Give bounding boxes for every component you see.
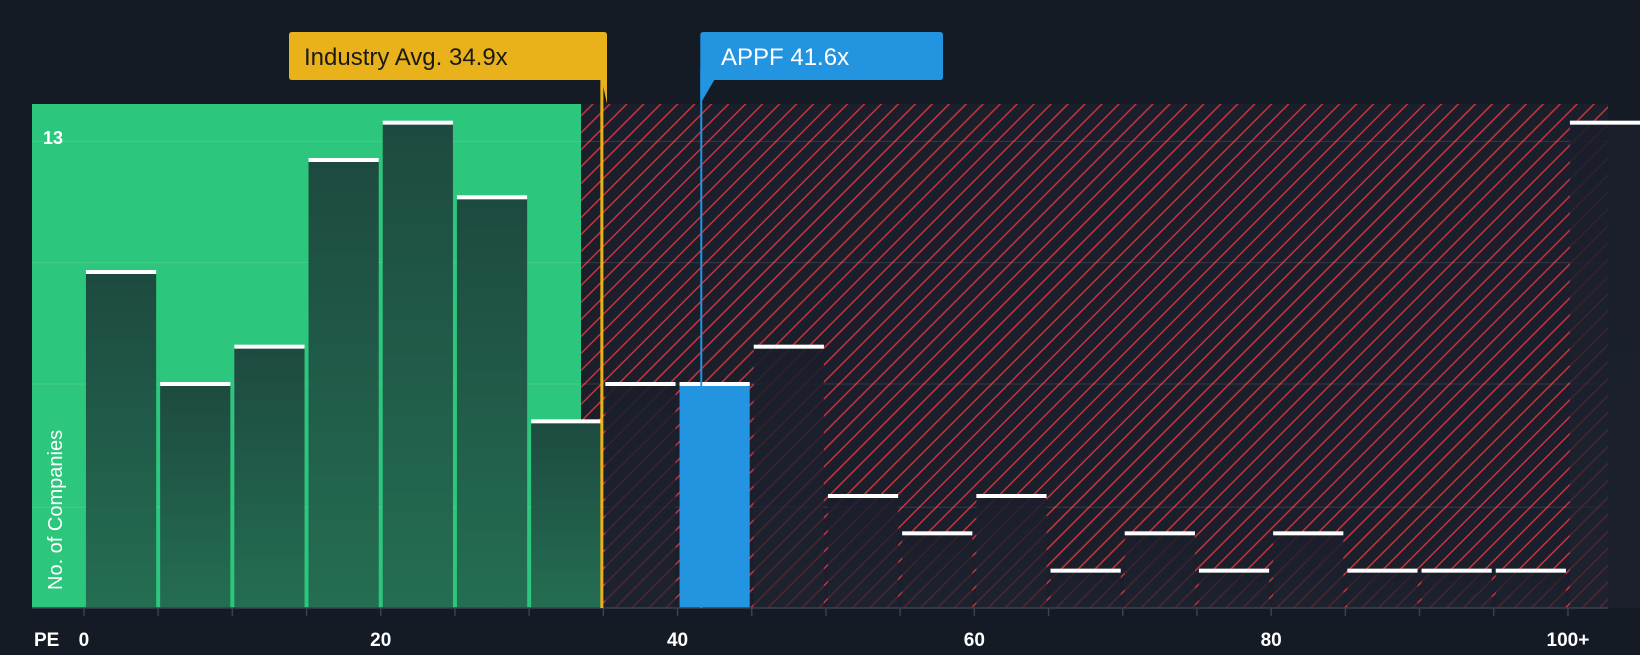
histogram-bar [308, 160, 379, 608]
bar-cap [308, 158, 379, 162]
histogram-bar [1124, 533, 1195, 608]
histogram-bar [531, 421, 602, 608]
histogram-bar [1495, 570, 1566, 608]
bar-cap [827, 494, 899, 498]
company-label: APPF 41.6x [721, 44, 849, 71]
histogram-bar [1347, 570, 1418, 608]
industry-avg-marker: Industry Avg. 34.9x [289, 32, 607, 608]
bars [85, 122, 1640, 609]
bar-cap [753, 344, 824, 349]
histogram-bar [85, 272, 157, 608]
x-ticks: 0 20 40 60 80 100+ [79, 608, 1590, 651]
histogram-bar [234, 346, 305, 608]
bar-cap [85, 270, 157, 274]
y-max-label: 13 [43, 128, 63, 148]
bar-cap [1347, 568, 1418, 573]
histogram-bar [679, 384, 750, 608]
histogram-bar [753, 346, 824, 608]
company-callout [700, 32, 943, 104]
bar-caps [85, 120, 1640, 573]
bar-cap [1569, 120, 1640, 125]
bar-cap [902, 531, 973, 536]
bar-cap [1050, 568, 1121, 573]
bar-cap [976, 494, 1047, 498]
x-axis-label: PE [34, 630, 59, 650]
histogram-bar [605, 384, 676, 608]
industry-avg-label: Industry Avg. 34.9x [304, 44, 508, 71]
histogram-bar [1050, 570, 1121, 608]
bar-cap [605, 382, 676, 386]
bar-cap [1495, 568, 1566, 573]
x-tick-label: 40 [667, 630, 688, 650]
histogram-bar [1198, 570, 1270, 608]
bar-cap [160, 382, 231, 386]
industry-avg-callout [289, 32, 607, 104]
bar-cap [1421, 568, 1492, 573]
x-tick-label: 60 [964, 630, 985, 650]
x-tick-label: 80 [1261, 630, 1282, 650]
histogram-bar [976, 496, 1047, 608]
histogram-bar [902, 533, 973, 608]
x-tick-label: 20 [370, 630, 391, 650]
histogram-bar [456, 197, 528, 609]
histogram-bar [827, 496, 899, 608]
y-axis-label: No. of Companies [45, 430, 67, 590]
bar-cap [1198, 568, 1270, 573]
bar-cap [1273, 531, 1344, 536]
histogram-bar [160, 384, 231, 608]
histogram-bar [382, 122, 453, 609]
bar-cap [531, 419, 602, 424]
bar-cap [382, 120, 453, 125]
x-tick-label: 0 [79, 630, 90, 650]
company-marker: APPF 41.6x [700, 32, 943, 608]
histogram-bar [1569, 122, 1640, 609]
bar-cap [456, 195, 528, 200]
bar-cap [234, 344, 305, 349]
bar-cap [1124, 531, 1195, 536]
histogram-bar [1421, 570, 1492, 608]
bar-cap [679, 382, 750, 386]
x-tick-label: 100+ [1547, 630, 1590, 650]
histogram-bar [1273, 533, 1344, 608]
overvalued-zone [581, 104, 1609, 608]
